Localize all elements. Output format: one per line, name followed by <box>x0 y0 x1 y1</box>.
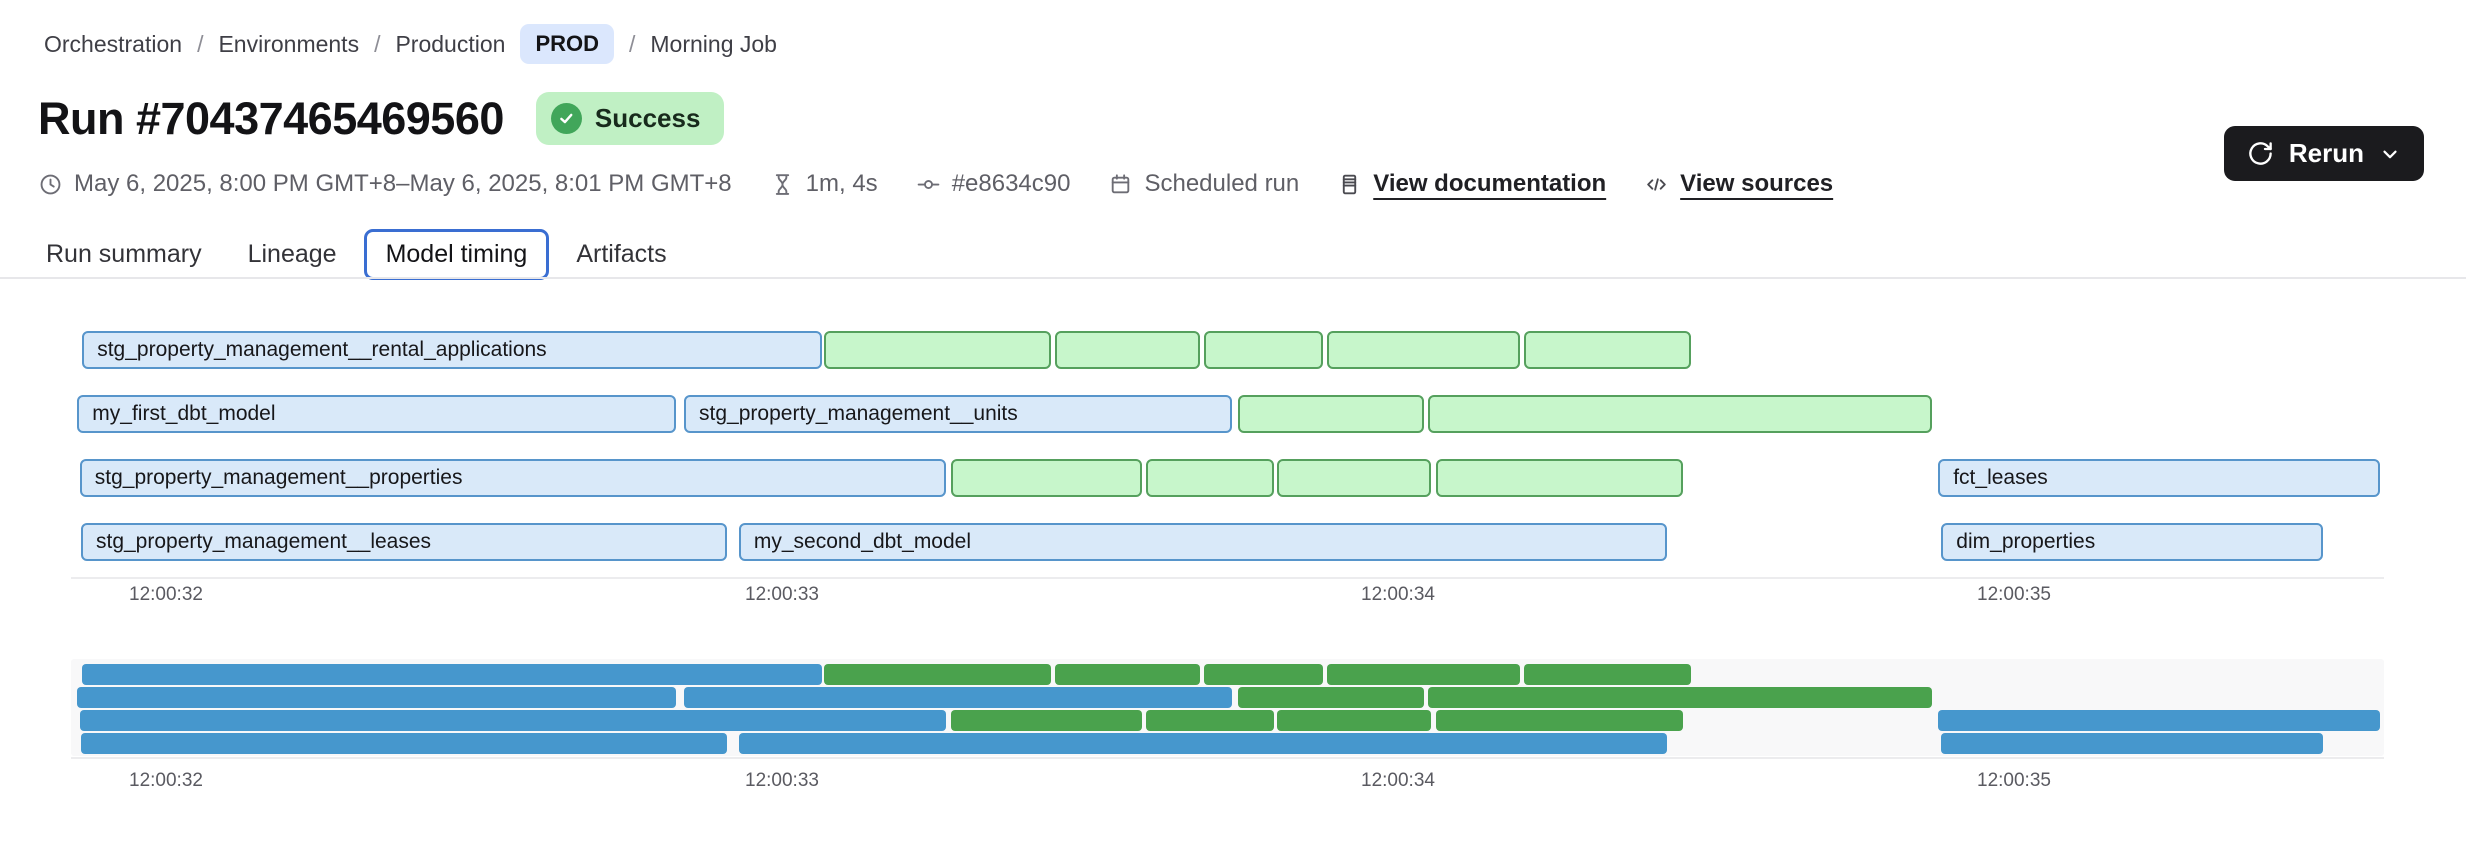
clock-icon <box>38 172 63 197</box>
gantt-bar-segment[interactable] <box>1146 459 1275 497</box>
gantt-bar-segment[interactable] <box>950 459 1142 497</box>
gantt-bar-segment[interactable] <box>1054 331 1201 369</box>
minimap-bar <box>1203 664 1323 685</box>
minimap-bar <box>79 710 946 731</box>
minimap-bar <box>1436 710 1684 731</box>
rerun-button[interactable]: Rerun <box>2223 126 2424 181</box>
breadcrumb-separator: / <box>197 30 204 57</box>
run-tabs: Run summary Lineage Model timing Artifac… <box>46 228 667 280</box>
gantt-bar-segment[interactable] <box>1327 331 1520 369</box>
gantt-bar-segment[interactable] <box>1203 331 1323 369</box>
minimap-bar <box>1146 710 1275 731</box>
time-tick-label: 12:00:35 <box>1977 584 2051 605</box>
minimap-bar <box>1428 687 1933 708</box>
time-tick-label: 12:00:32 <box>129 584 203 605</box>
status-badge: Success <box>535 92 725 145</box>
run-metadata-row: May 6, 2025, 8:00 PM GMT+8–May 6, 2025, … <box>38 170 1833 198</box>
gantt-bar-stg_property_management__properties[interactable]: stg_property_management__properties <box>79 459 946 497</box>
run-duration: 1m, 4s <box>770 170 878 198</box>
breadcrumb-item-morning-job[interactable]: Morning Job <box>650 30 777 57</box>
gantt-bar-segment[interactable] <box>823 331 1052 369</box>
minimap-bar <box>1938 710 2380 731</box>
status-badge-label: Success <box>594 103 701 133</box>
run-trigger-text: Scheduled run <box>1144 170 1300 197</box>
git-commit-icon <box>916 172 941 197</box>
title-row: Run #70437465469560 Success <box>38 92 725 145</box>
time-tick-label: 12:00:33 <box>745 770 819 791</box>
breadcrumb-item-orchestration[interactable]: Orchestration <box>44 30 183 57</box>
gantt-bar-my_second_dbt_model[interactable]: my_second_dbt_model <box>738 523 1668 561</box>
gantt-bar-segment[interactable] <box>1277 459 1432 497</box>
minimap-bar <box>684 687 1233 708</box>
hourglass-icon <box>770 172 795 197</box>
chevron-down-icon <box>2379 143 2401 165</box>
code-icon <box>1644 172 1669 197</box>
time-tick-label: 12:00:33 <box>745 584 819 605</box>
run-time-range: May 6, 2025, 8:00 PM GMT+8–May 6, 2025, … <box>38 170 732 198</box>
minimap-bar <box>82 664 823 685</box>
refresh-icon <box>2247 140 2274 167</box>
minimap-bar <box>1327 664 1520 685</box>
page-title: Run #70437465469560 <box>38 92 504 144</box>
environment-badge: PROD <box>520 24 614 64</box>
view-sources-link[interactable]: View sources <box>1644 170 1833 198</box>
rerun-button-label: Rerun <box>2288 138 2364 168</box>
run-duration-text: 1m, 4s <box>805 170 878 197</box>
breadcrumb-separator: / <box>374 30 381 57</box>
tab-artifacts[interactable]: Artifacts <box>576 239 667 268</box>
time-tick-label: 12:00:32 <box>129 770 203 791</box>
commit-ref: #e8634c90 <box>916 170 1071 198</box>
breadcrumb-separator: / <box>629 30 636 57</box>
minimap-bar <box>1277 710 1432 731</box>
minimap-bar <box>1237 687 1424 708</box>
time-tick-label: 12:00:34 <box>1361 770 1435 791</box>
calendar-icon <box>1108 172 1133 197</box>
tab-lineage[interactable]: Lineage <box>247 239 337 268</box>
gantt-bar-my_first_dbt_model[interactable]: my_first_dbt_model <box>77 395 677 433</box>
minimap-bar <box>1054 664 1201 685</box>
breadcrumb-item-production[interactable]: Production <box>395 30 506 57</box>
minimap-bar <box>950 710 1142 731</box>
run-trigger: Scheduled run <box>1108 170 1299 198</box>
gantt-bar-segment[interactable] <box>1428 395 1933 433</box>
tabs-divider <box>0 277 2466 279</box>
minimap-bar <box>738 733 1668 754</box>
document-icon <box>1337 172 1362 197</box>
minimap-bar <box>80 733 728 754</box>
gantt-bar-segment[interactable] <box>1436 459 1684 497</box>
gantt-bar-stg_property_management__leases[interactable]: stg_property_management__leases <box>80 523 728 561</box>
success-check-icon <box>550 103 582 134</box>
minimap-bar <box>77 687 677 708</box>
minimap-bar <box>1524 664 1692 685</box>
view-documentation-link[interactable]: View documentation <box>1337 170 1606 198</box>
gantt-bar-fct_leases[interactable]: fct_leases <box>1938 459 2380 497</box>
gantt-bar-stg_property_management__units[interactable]: stg_property_management__units <box>684 395 1233 433</box>
gantt-bar-dim_properties[interactable]: dim_properties <box>1941 523 2324 561</box>
minimap-bar <box>823 664 1052 685</box>
view-sources-text: View sources <box>1680 170 1834 197</box>
axis-divider <box>71 577 2384 579</box>
gantt-bar-stg_property_management__rental_applications[interactable]: stg_property_management__rental_applicat… <box>82 331 823 369</box>
minimap-bar <box>1941 733 2324 754</box>
gantt-bar-segment[interactable] <box>1237 395 1424 433</box>
breadcrumb-item-environments[interactable]: Environments <box>218 30 360 57</box>
gantt-bar-segment[interactable] <box>1524 331 1692 369</box>
tab-run-summary[interactable]: Run summary <box>46 239 202 268</box>
time-tick-label: 12:00:34 <box>1361 584 1435 605</box>
breadcrumb: Orchestration / Environments / Productio… <box>44 24 777 64</box>
view-documentation-text: View documentation <box>1373 170 1607 197</box>
time-tick-label: 12:00:35 <box>1977 770 2051 791</box>
axis-divider <box>71 757 2384 759</box>
commit-ref-text: #e8634c90 <box>951 170 1071 197</box>
run-time-range-text: May 6, 2025, 8:00 PM GMT+8–May 6, 2025, … <box>74 170 732 197</box>
